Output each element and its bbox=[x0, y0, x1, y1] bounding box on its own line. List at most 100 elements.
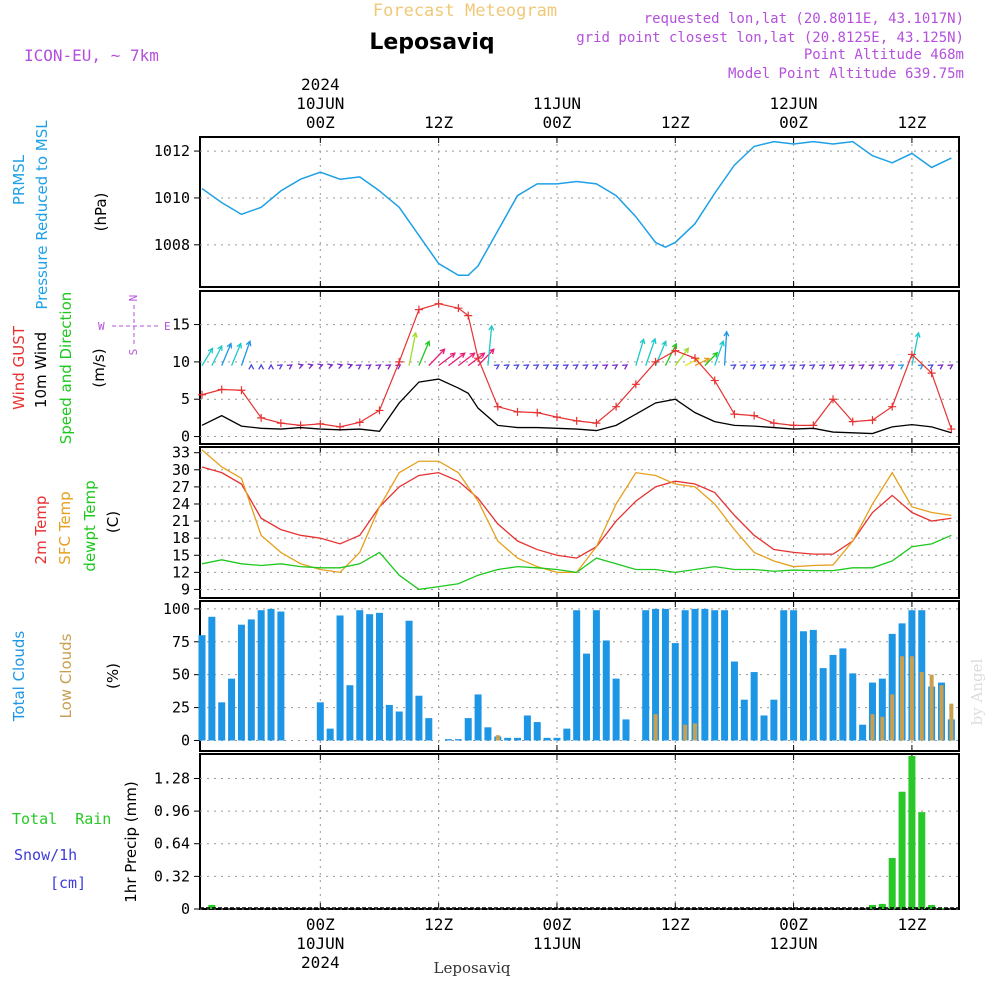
wind-arrow bbox=[694, 357, 710, 367]
low-cloud-bar bbox=[880, 716, 885, 741]
total-cloud-bar bbox=[523, 715, 531, 741]
gust-marker bbox=[829, 395, 838, 404]
temp-labels: 2m Temp SFC Temp dewpt Temp (C) bbox=[32, 480, 122, 571]
total-cloud-bar bbox=[809, 629, 817, 741]
wind-arrow-head bbox=[488, 324, 495, 331]
total-cloud-bar bbox=[366, 614, 374, 741]
rain-bar bbox=[928, 904, 936, 909]
wind-arrow-head bbox=[543, 364, 550, 370]
bottom-time-label: 12Z bbox=[661, 915, 690, 934]
total-cloud-bar bbox=[760, 715, 768, 741]
wind-arrow-head bbox=[479, 352, 486, 359]
rain-bar bbox=[898, 791, 906, 909]
total-cloud-bar bbox=[721, 610, 729, 741]
wind-label-10m: 10m Wind bbox=[32, 332, 50, 408]
total-cloud-bar bbox=[701, 608, 709, 741]
bottom-time-label: 00Z bbox=[543, 915, 572, 934]
wind-panel: 0 5 10 15 bbox=[172, 290, 960, 446]
gust-marker bbox=[198, 390, 206, 399]
gust-marker bbox=[276, 419, 285, 428]
total-cloud-bar bbox=[218, 702, 226, 741]
gust-marker bbox=[513, 407, 522, 416]
point-altitude: Point Altitude 468m bbox=[804, 47, 964, 63]
gust-marker bbox=[907, 350, 916, 359]
cloud-label-total: Total Clouds bbox=[10, 631, 28, 723]
total-cloud-bar bbox=[336, 615, 344, 741]
wind-arrow-head bbox=[730, 364, 737, 370]
wind-arrow-head bbox=[297, 363, 304, 370]
wind-arrow-head bbox=[671, 342, 678, 349]
wind-arrow bbox=[723, 331, 728, 366]
y-tick-label: 30 bbox=[172, 461, 190, 479]
wind-arrow-head bbox=[582, 364, 589, 370]
wind-arrow-head bbox=[937, 364, 944, 370]
low-cloud-bar bbox=[939, 685, 944, 741]
temp-label-2m: 2m Temp bbox=[32, 496, 50, 565]
wind-arrow bbox=[221, 343, 232, 366]
y-tick-label: 5 bbox=[181, 390, 190, 408]
wind-arrow-head bbox=[286, 364, 293, 370]
low-cloud-bar bbox=[949, 703, 954, 741]
total-cloud-bar bbox=[267, 608, 275, 741]
total-cloud-bar bbox=[454, 739, 462, 741]
total-cloud-bar bbox=[829, 654, 837, 741]
total-cloud-bar bbox=[237, 624, 245, 741]
total-cloud-bar bbox=[208, 616, 216, 741]
pressure-label-prmsl: PRMSL bbox=[10, 154, 28, 205]
wind-arrow-head bbox=[612, 364, 619, 370]
wind-arrow-head bbox=[375, 364, 382, 370]
gust-marker bbox=[671, 346, 680, 355]
bottom-time-label: 11JUN bbox=[533, 934, 581, 953]
chart-title: Forecast Meteogram bbox=[373, 1, 557, 21]
wind-arrow-head bbox=[592, 364, 599, 370]
gust-marker bbox=[434, 299, 443, 308]
pressure-panel: 1008 1010 1012 bbox=[154, 136, 960, 288]
total-cloud-bar bbox=[415, 695, 423, 741]
wind-arrow-head bbox=[868, 364, 875, 370]
total-cloud-bar bbox=[691, 608, 699, 741]
total-cloud-bar bbox=[573, 610, 581, 741]
gust-marker bbox=[750, 411, 759, 420]
total-cloud-bar bbox=[859, 724, 867, 741]
rain-bar bbox=[908, 756, 916, 909]
y-tick-label: 1008 bbox=[154, 236, 190, 254]
wind-compass: N S W E bbox=[98, 295, 171, 356]
wind-arrow-head bbox=[493, 364, 500, 370]
wind-arrow bbox=[457, 352, 475, 367]
top-time-label: 2024 bbox=[301, 75, 340, 94]
wind-arrow bbox=[438, 352, 456, 367]
wind-arrow-head bbox=[562, 364, 570, 370]
panel-frame bbox=[199, 136, 960, 288]
wind-arrow-head bbox=[439, 348, 446, 355]
low-cloud-bar bbox=[909, 656, 914, 741]
wind-arrow-head bbox=[365, 364, 372, 370]
wind-label-gust: Wind GUST bbox=[10, 325, 28, 410]
pressure-labels: PRMSL Pressure Reduced to MSL (hPa) bbox=[10, 120, 110, 310]
wind-arrow-head bbox=[317, 363, 324, 370]
precip-label-snow: Snow/1h bbox=[14, 846, 77, 864]
total-cloud-bar bbox=[464, 718, 472, 741]
total-cloud-bar bbox=[198, 635, 206, 741]
total-cloud-bar bbox=[681, 610, 689, 741]
wind-arrow-head bbox=[513, 364, 520, 370]
footer-location: Leposaviq bbox=[434, 959, 511, 977]
wind-arrow-head bbox=[411, 331, 418, 338]
total-cloud-bar bbox=[425, 718, 433, 741]
wind-labels: Wind GUST 10m Wind Speed and Direction (… bbox=[10, 292, 108, 445]
panel-frame bbox=[199, 753, 960, 910]
bottom-time-label: 12Z bbox=[424, 915, 453, 934]
wind-arrow-head bbox=[602, 364, 609, 370]
wind-arrow-head bbox=[327, 363, 334, 370]
temp-label-dewpt: dewpt Temp bbox=[81, 480, 99, 571]
total-cloud-bar bbox=[661, 608, 669, 741]
wind-arrow-head bbox=[533, 364, 540, 370]
temp-label-sfc: SFC Temp bbox=[56, 491, 74, 564]
wind-arrow-head bbox=[898, 364, 905, 370]
wind-arrow-head bbox=[469, 352, 476, 359]
total-cloud-bar bbox=[770, 699, 778, 741]
wind-arrow-head bbox=[661, 340, 667, 347]
gust-marker bbox=[592, 419, 601, 428]
gust-marker bbox=[533, 408, 542, 417]
low-cloud-bar bbox=[693, 723, 697, 741]
wind-arrow-head bbox=[819, 364, 826, 370]
